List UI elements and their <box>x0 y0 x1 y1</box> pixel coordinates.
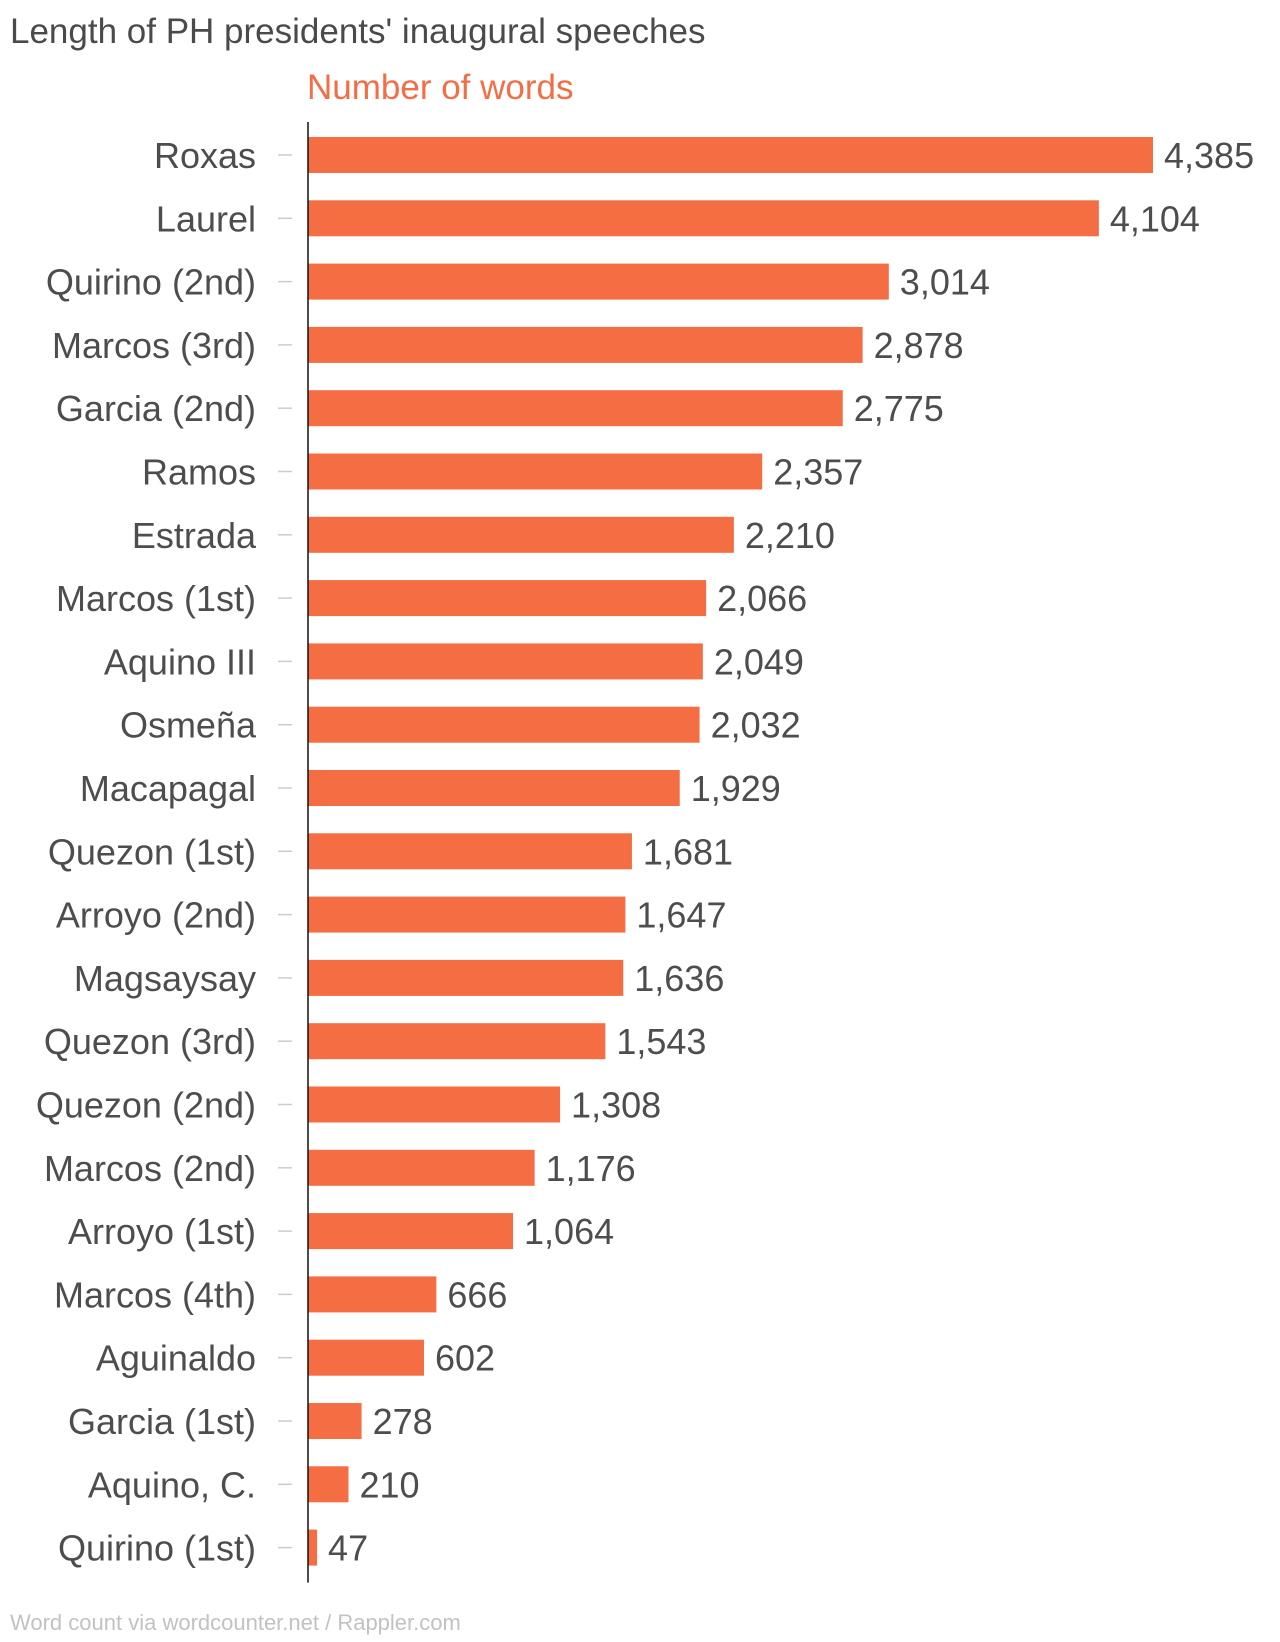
bar <box>308 643 703 680</box>
category-label: Quirino (2nd) <box>46 262 256 303</box>
bar <box>308 453 763 490</box>
bar <box>308 1276 437 1313</box>
bar <box>308 1466 349 1503</box>
category-label: Marcos (3rd) <box>52 325 256 366</box>
category-label: Aquino III <box>104 641 256 682</box>
bar <box>308 1339 425 1376</box>
category-label: Estrada <box>132 515 257 556</box>
category-label: Osmeña <box>120 705 257 746</box>
category-label: Laurel <box>156 198 256 239</box>
bar <box>308 1149 535 1186</box>
value-label: 2,775 <box>854 388 944 429</box>
bar <box>308 770 680 806</box>
value-label: 210 <box>359 1464 419 1505</box>
category-label: Ramos <box>142 452 256 493</box>
bar <box>308 200 1099 237</box>
category-label: Quezon (1st) <box>48 831 256 872</box>
category-label: Marcos (2nd) <box>44 1148 256 1189</box>
value-label: 3,014 <box>900 262 990 303</box>
value-label: 1,543 <box>616 1021 706 1062</box>
series-label: Number of words <box>307 68 574 107</box>
value-label: 4,385 <box>1164 135 1254 176</box>
value-label: 47 <box>328 1528 368 1569</box>
bar <box>308 516 734 553</box>
bar <box>308 896 626 933</box>
value-label: 2,210 <box>745 515 835 556</box>
value-label: 1,308 <box>571 1085 661 1126</box>
source-note: Word count via wordcounter.net / Rappler… <box>10 1610 461 1635</box>
category-label: Quezon (3rd) <box>44 1021 256 1062</box>
value-label: 666 <box>447 1274 507 1315</box>
bar <box>308 326 863 363</box>
category-label: Arroyo (1st) <box>68 1211 256 1252</box>
category-label: Arroyo (2nd) <box>56 895 256 936</box>
category-label: Quirino (1st) <box>58 1528 256 1569</box>
value-label: 278 <box>373 1401 433 1442</box>
bar <box>308 390 843 427</box>
value-label: 1,064 <box>524 1211 614 1252</box>
category-label: Magsaysay <box>74 958 256 999</box>
category-label: Macapagal <box>80 768 256 809</box>
value-label: 1,647 <box>636 895 726 936</box>
category-label: Garcia (2nd) <box>56 388 256 429</box>
bar-chart: Roxas 4,385 Laurel 4,104 Quirino (2nd) 3,014 M… <box>36 122 1254 1583</box>
chart-plot-area: Roxas 4,385 Laurel 4,104 Quirino (2nd) 3,014 M… <box>36 122 1254 1583</box>
bar <box>308 580 707 617</box>
category-label: Marcos (4th) <box>54 1274 256 1315</box>
value-label: 602 <box>435 1338 495 1379</box>
value-label: 1,636 <box>634 958 724 999</box>
value-label: 2,878 <box>874 325 964 366</box>
category-label: Aquino, C. <box>88 1464 256 1505</box>
value-label: 1,176 <box>546 1148 636 1189</box>
value-label: 4,104 <box>1110 198 1200 239</box>
bar <box>308 1529 318 1566</box>
category-label: Marcos (1st) <box>56 578 256 619</box>
chart-title: Length of PH presidents' inaugural speec… <box>10 12 706 51</box>
value-label: 1,929 <box>691 768 781 809</box>
category-label: Quezon (2nd) <box>36 1085 256 1126</box>
bar <box>308 706 700 743</box>
value-label: 2,357 <box>773 452 863 493</box>
category-label: Aguinaldo <box>96 1338 256 1379</box>
bar <box>308 263 889 300</box>
bar <box>308 1403 362 1439</box>
value-label: 2,032 <box>711 705 801 746</box>
value-label: 2,049 <box>714 641 804 682</box>
value-label: 1,681 <box>643 831 733 872</box>
bar <box>308 1023 606 1060</box>
bar <box>308 137 1153 173</box>
value-label: 2,066 <box>717 578 807 619</box>
bar <box>308 1213 514 1250</box>
category-label: Garcia (1st) <box>68 1401 256 1442</box>
bar <box>308 959 624 996</box>
bar <box>308 833 632 870</box>
category-label: Roxas <box>154 135 256 176</box>
bar <box>308 1086 561 1123</box>
